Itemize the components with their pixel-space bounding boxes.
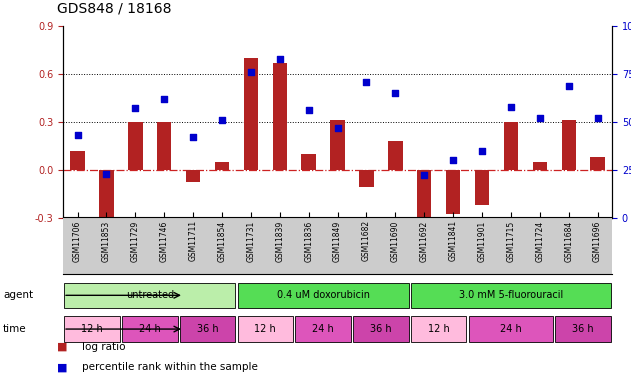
Point <box>130 105 140 111</box>
Bar <box>64 316 120 342</box>
Bar <box>388 141 403 170</box>
Point <box>506 104 516 110</box>
Text: GSM11684: GSM11684 <box>564 220 573 262</box>
Text: GSM11839: GSM11839 <box>275 220 285 262</box>
Text: GSM11849: GSM11849 <box>333 220 342 262</box>
Text: GSM11729: GSM11729 <box>131 220 140 262</box>
Bar <box>562 120 576 170</box>
Bar <box>411 316 466 342</box>
Point <box>333 124 343 130</box>
Text: 12 h: 12 h <box>81 324 103 333</box>
Text: GSM11853: GSM11853 <box>102 220 111 262</box>
Point <box>73 132 83 138</box>
Bar <box>353 316 409 342</box>
Text: GSM11696: GSM11696 <box>593 220 602 262</box>
Text: 12 h: 12 h <box>254 324 276 333</box>
Bar <box>555 316 611 342</box>
Text: 36 h: 36 h <box>197 324 218 333</box>
Text: GSM11715: GSM11715 <box>507 220 516 262</box>
Text: time: time <box>3 324 27 334</box>
Bar <box>273 63 287 170</box>
Text: log ratio: log ratio <box>82 342 126 352</box>
Text: GSM11854: GSM11854 <box>218 220 227 262</box>
Bar <box>180 316 235 342</box>
Point <box>362 79 372 85</box>
Bar <box>295 316 351 342</box>
Bar <box>122 316 177 342</box>
Bar <box>475 170 489 205</box>
Text: 3.0 mM 5-fluorouracil: 3.0 mM 5-fluorouracil <box>459 290 563 300</box>
Point <box>304 107 314 113</box>
Text: ■: ■ <box>57 363 68 372</box>
Point <box>274 56 285 62</box>
Point <box>477 147 487 154</box>
Text: GSM11901: GSM11901 <box>478 220 487 262</box>
Text: GSM11706: GSM11706 <box>73 220 82 262</box>
Text: 12 h: 12 h <box>428 324 449 333</box>
Point <box>217 117 227 123</box>
Bar <box>128 122 143 170</box>
Point <box>391 90 401 96</box>
Point <box>102 171 112 177</box>
Bar <box>591 157 605 170</box>
Text: GSM11836: GSM11836 <box>304 220 313 262</box>
Text: GSM11724: GSM11724 <box>535 220 545 262</box>
Text: untreated: untreated <box>126 290 174 300</box>
Text: percentile rank within the sample: percentile rank within the sample <box>82 363 258 372</box>
Point <box>419 172 429 178</box>
Text: ■: ■ <box>57 342 68 352</box>
Point <box>246 69 256 75</box>
Bar <box>244 58 258 170</box>
Text: 24 h: 24 h <box>312 324 334 333</box>
Point <box>563 82 574 88</box>
Bar <box>331 120 345 170</box>
Bar <box>504 122 518 170</box>
Text: 24 h: 24 h <box>500 324 522 333</box>
Text: 24 h: 24 h <box>139 324 161 333</box>
Bar <box>417 170 432 225</box>
Bar <box>359 170 374 187</box>
Bar <box>302 154 316 170</box>
Bar <box>215 162 229 170</box>
Text: agent: agent <box>3 290 33 300</box>
Bar <box>64 283 235 308</box>
Text: 36 h: 36 h <box>572 324 594 333</box>
Bar <box>533 162 547 170</box>
Text: GSM11731: GSM11731 <box>247 220 256 262</box>
Text: GSM11690: GSM11690 <box>391 220 400 262</box>
Text: GSM11711: GSM11711 <box>189 220 198 261</box>
Bar <box>157 122 172 170</box>
Bar <box>446 170 461 214</box>
Bar <box>70 150 85 170</box>
Point <box>159 96 169 102</box>
Text: GSM11682: GSM11682 <box>362 220 371 261</box>
Bar <box>469 316 553 342</box>
Bar <box>186 170 200 183</box>
Bar <box>99 170 114 230</box>
Point <box>535 115 545 121</box>
Text: GSM11841: GSM11841 <box>449 220 457 261</box>
Text: 36 h: 36 h <box>370 324 392 333</box>
Point <box>448 157 458 163</box>
Bar <box>411 283 611 308</box>
Point <box>188 134 198 140</box>
Text: GSM11746: GSM11746 <box>160 220 168 262</box>
Text: 0.4 uM doxorubicin: 0.4 uM doxorubicin <box>276 290 370 300</box>
Text: GSM11692: GSM11692 <box>420 220 428 262</box>
Bar <box>238 283 409 308</box>
Bar <box>238 316 293 342</box>
Text: GDS848 / 18168: GDS848 / 18168 <box>57 1 171 15</box>
Point <box>593 115 603 121</box>
